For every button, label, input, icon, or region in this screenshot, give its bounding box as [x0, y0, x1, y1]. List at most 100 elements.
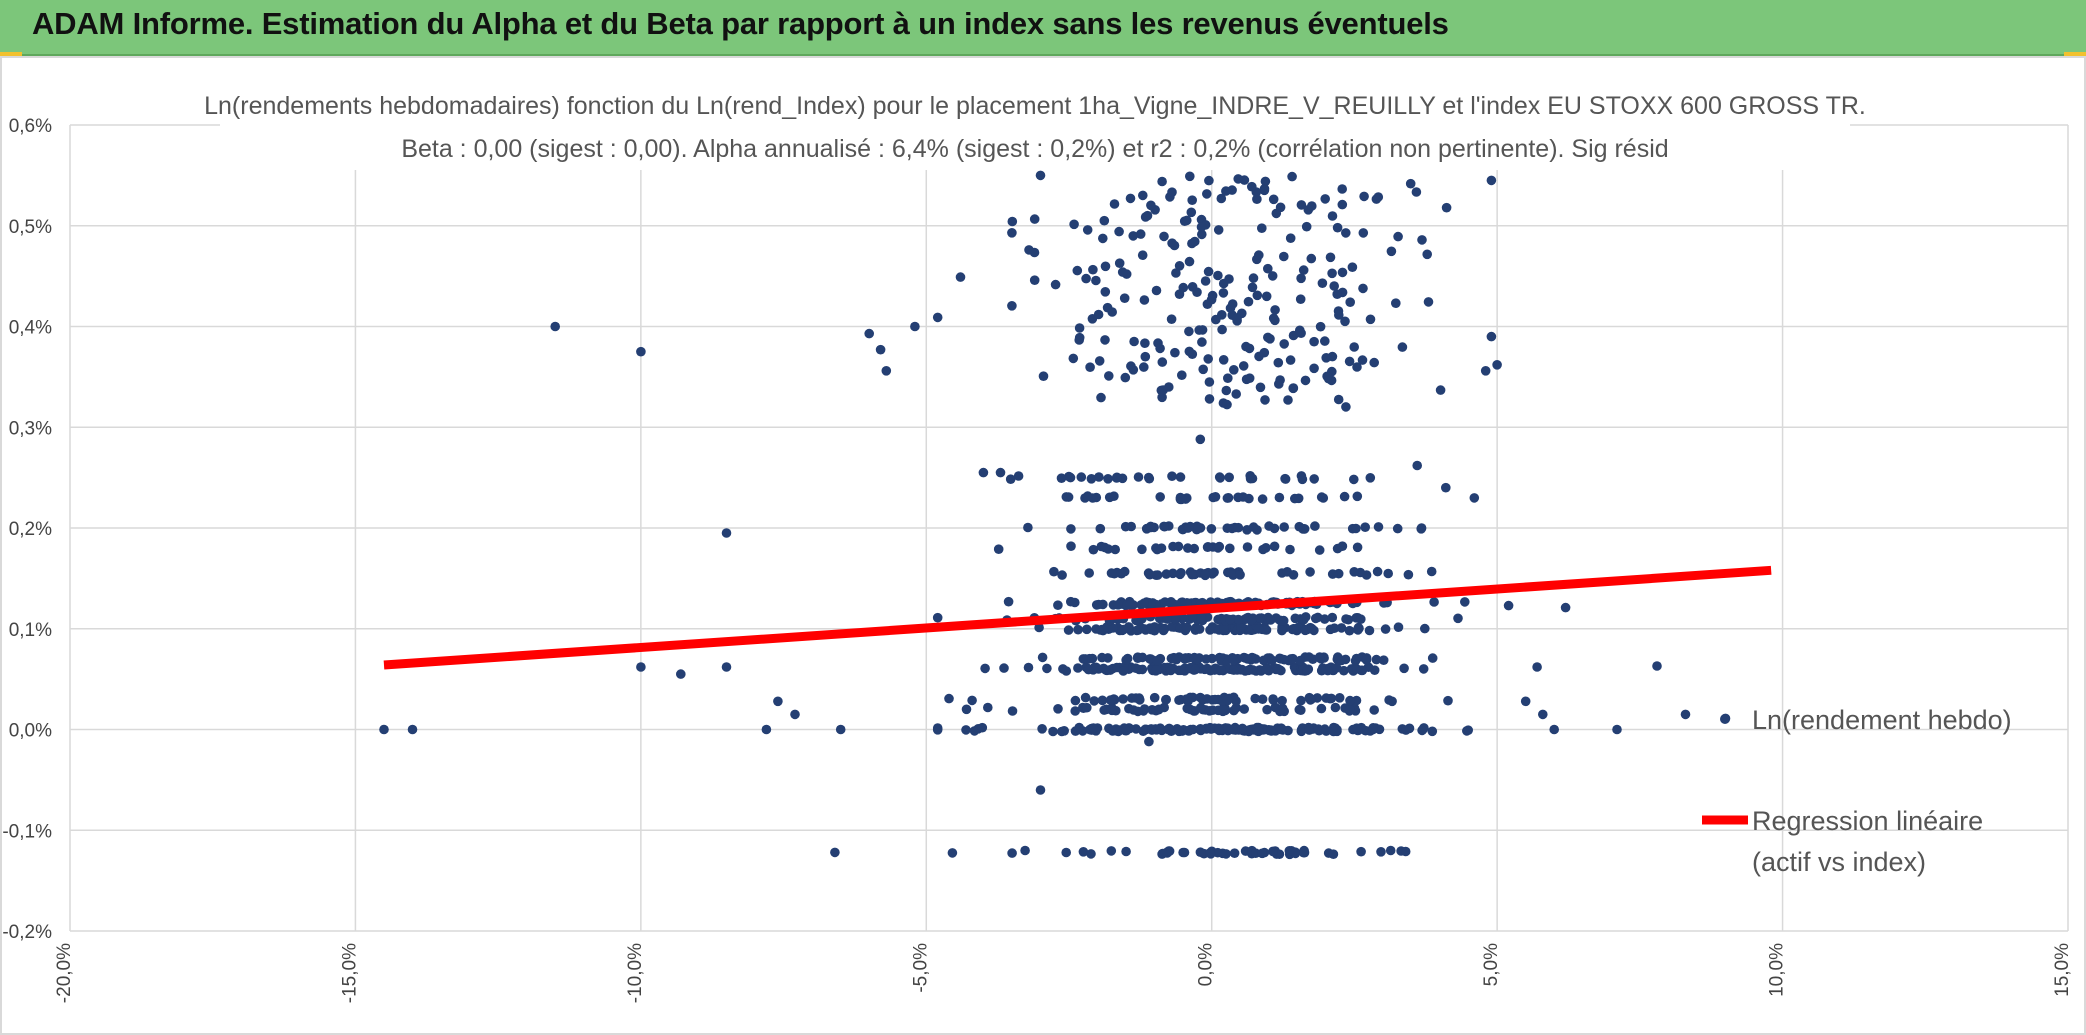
data-point: [1035, 170, 1046, 181]
data-point: [1129, 336, 1139, 347]
data-point: [1297, 474, 1308, 485]
data-point: [1210, 694, 1220, 705]
y-tick-label: 0,6%: [9, 116, 52, 137]
data-point: [1190, 664, 1201, 675]
data-point: [1192, 287, 1202, 298]
data-point: [1309, 336, 1319, 347]
legend-label-scatter: Ln(rendement hebdo): [1752, 705, 2012, 735]
data-point: [1341, 228, 1351, 238]
data-point: [1157, 357, 1168, 367]
data-point: [1285, 233, 1296, 243]
data-point: [1175, 569, 1185, 580]
data-point: [1289, 623, 1299, 634]
data-point: [1252, 290, 1263, 301]
data-point: [1061, 847, 1071, 858]
data-point: [1158, 385, 1168, 395]
data-point: [1320, 194, 1330, 204]
data-point: [1169, 240, 1180, 251]
data-point: [1107, 726, 1118, 736]
data-point: [1329, 623, 1340, 633]
data-point: [1214, 472, 1225, 482]
data-point: [676, 669, 686, 679]
data-point: [1272, 663, 1283, 674]
data-point: [1146, 598, 1156, 609]
data-point: [1274, 379, 1284, 389]
data-point: [1365, 473, 1376, 483]
x-tick-label: -20,0%: [54, 943, 75, 1003]
data-point: [1359, 191, 1369, 202]
data-point: [1305, 695, 1316, 705]
data-point: [1429, 597, 1439, 607]
data-point: [1070, 695, 1081, 706]
data-point: [1302, 665, 1312, 676]
data-point: [1219, 623, 1229, 633]
data-point: [1223, 373, 1233, 384]
data-point: [1253, 726, 1264, 737]
data-point: [1288, 653, 1298, 664]
data-point: [977, 722, 988, 733]
data-point: [1137, 544, 1147, 555]
data-point: [1216, 665, 1226, 675]
data-point: [1331, 663, 1342, 673]
data-point: [1386, 246, 1397, 257]
data-point: [1205, 665, 1216, 676]
data-point: [1035, 785, 1046, 795]
data-point: [1196, 725, 1206, 736]
data-point: [1224, 614, 1235, 625]
y-tick-label: 0,1%: [9, 620, 52, 641]
data-point: [1345, 695, 1355, 706]
data-point: [1254, 613, 1265, 623]
data-point: [1214, 541, 1225, 552]
data-point: [1463, 725, 1473, 735]
data-point: [932, 612, 943, 623]
data-point: [1301, 221, 1312, 232]
data-point: [1109, 491, 1119, 502]
data-point: [1007, 706, 1018, 716]
data-point: [1295, 294, 1306, 305]
data-point: [1120, 521, 1131, 532]
data-point: [1170, 613, 1180, 624]
data-point: [1057, 570, 1067, 580]
data-point: [1224, 472, 1234, 483]
data-point: [1288, 383, 1299, 393]
data-point: [1351, 523, 1361, 534]
data-point: [1332, 222, 1343, 233]
data-point: [1222, 399, 1232, 410]
data-point: [1243, 296, 1254, 307]
data-point: [1341, 402, 1351, 412]
data-point: [978, 467, 989, 478]
data-point: [1038, 371, 1049, 382]
data-point: [1287, 171, 1297, 182]
data-point: [1336, 623, 1347, 633]
data-point: [1376, 847, 1386, 857]
data-point: [1503, 600, 1514, 611]
data-point: [1070, 597, 1080, 608]
data-point: [1260, 664, 1271, 674]
data-point: [1248, 273, 1259, 283]
data-point: [761, 724, 772, 735]
x-tick-label: 5,0%: [1481, 943, 1502, 986]
data-point: [1423, 297, 1434, 307]
data-point: [1073, 663, 1083, 673]
data-point: [1179, 847, 1190, 858]
data-point: [1263, 332, 1273, 343]
data-point: [1099, 542, 1110, 553]
data-point: [1139, 598, 1149, 608]
data-point: [1397, 342, 1408, 352]
data-point: [1315, 321, 1326, 332]
data-point: [1345, 704, 1355, 715]
title-background: [220, 84, 1850, 170]
data-point: [1277, 703, 1288, 714]
data-point: [1139, 295, 1150, 305]
data-point: [1352, 491, 1363, 502]
data-point: [1320, 336, 1330, 346]
data-point: [1097, 695, 1108, 706]
data-point: [1091, 275, 1101, 286]
data-point: [1005, 474, 1016, 485]
data-point: [1078, 654, 1089, 664]
y-tick-label: 0,3%: [9, 418, 52, 439]
data-point: [1260, 625, 1271, 635]
data-point: [1268, 846, 1278, 857]
data-point: [1371, 194, 1382, 204]
data-point: [1216, 193, 1227, 204]
